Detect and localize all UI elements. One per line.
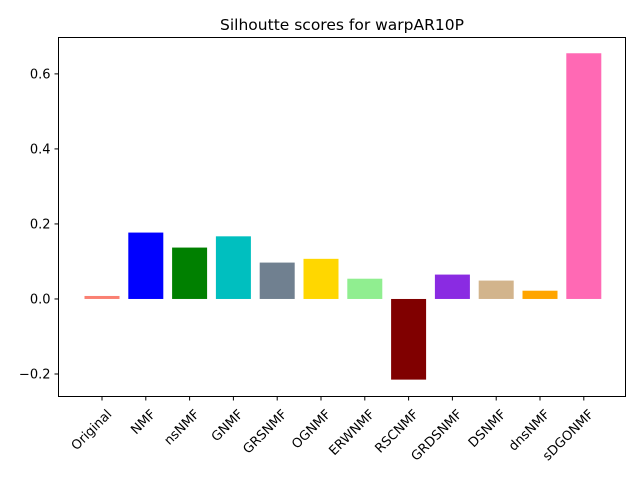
plot-frame (58, 37, 626, 397)
x-axis: Original NMF nsNMF GNMFGRSNMFOGNMFERWNMFRSC… (69, 396, 597, 464)
y-tick-label-3: 0.4 (30, 142, 51, 157)
y-axis: −0.2 0.0 0.2 0.4 0.6 (19, 67, 59, 382)
bar-rscnmf (391, 298, 427, 380)
y-tick-label-4: 0.6 (30, 67, 51, 82)
y-tick-label-2: 0.2 (30, 217, 51, 232)
y-tick-label-0: −0.2 (19, 367, 51, 382)
y-tick-label-1: 0.0 (30, 292, 51, 307)
x-tick-label-grsnmf: GRSNMF (240, 407, 290, 457)
x-tick-label-dsnmf: DSNMF (466, 407, 510, 451)
bar-grsnmf (259, 262, 295, 299)
chart-title: Silhoutte scores for warpAR10P (220, 16, 464, 34)
bar-dnsnmf (522, 290, 558, 299)
bar-grdsnmf (434, 274, 470, 299)
x-tick-label-original: Original (69, 407, 116, 454)
x-tick-label-erwnmf: ERWNMF (326, 407, 378, 459)
bar-sdgonmf (566, 53, 602, 299)
bar-ognmf (303, 258, 339, 299)
bar-nsnmf (172, 247, 208, 299)
x-tick-label-ognmf: OGNMF (289, 407, 334, 452)
bar-gnmf (215, 236, 251, 299)
bar-nmf (128, 232, 164, 299)
bars-group (84, 53, 602, 380)
bar-erwnmf (347, 278, 383, 299)
x-tick-label-nsnmf: nsNMF (162, 407, 203, 448)
x-tick-label-nmf: NMF (128, 407, 159, 438)
bar-dsnmf (478, 280, 514, 299)
x-tick-label-gnmf: GNMF (209, 407, 247, 445)
bar-original (84, 295, 120, 299)
